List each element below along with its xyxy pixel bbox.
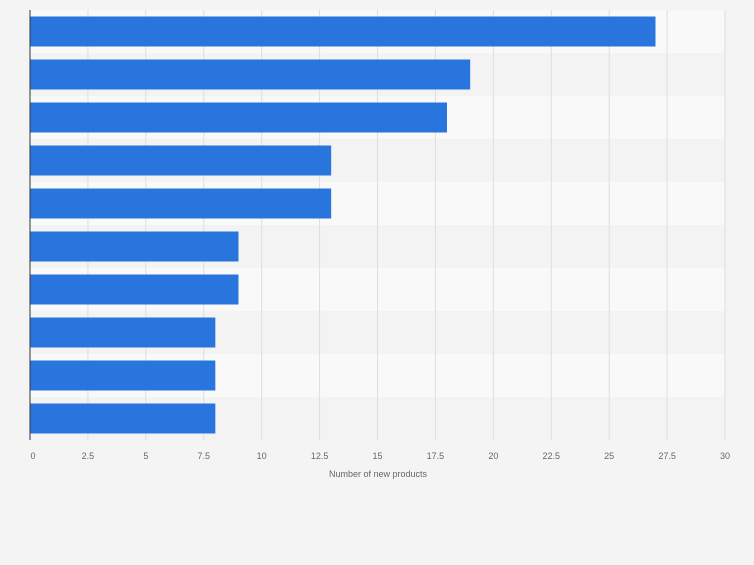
x-axis-ticks: 0 2.5 5 7.5 10 12.5 15 17.5 20 22.5 25 27.5 30	[30, 451, 730, 461]
x-tick-label: 7.5	[197, 451, 210, 461]
x-tick-label: 15	[372, 451, 382, 461]
bar[interactable]	[30, 274, 239, 305]
bars	[30, 16, 656, 434]
bar[interactable]	[30, 16, 656, 47]
x-tick-label: 30	[720, 451, 730, 461]
x-tick-label: 27.5	[658, 451, 676, 461]
bar[interactable]	[30, 317, 216, 348]
x-tick-label: 5	[143, 451, 148, 461]
x-tick-label: 0	[30, 451, 35, 461]
x-tick-label: 10	[257, 451, 267, 461]
x-tick-label: 25	[604, 451, 614, 461]
x-tick-label: 12.5	[311, 451, 329, 461]
x-tick-label: 22.5	[542, 451, 560, 461]
bar[interactable]	[30, 231, 239, 262]
bar[interactable]	[30, 145, 332, 176]
x-tick-label: 20	[488, 451, 498, 461]
x-tick-label: 17.5	[427, 451, 445, 461]
x-axis-label: Number of new products	[329, 469, 428, 479]
bar[interactable]	[30, 59, 471, 90]
bar[interactable]	[30, 360, 216, 391]
x-tick-label: 2.5	[82, 451, 95, 461]
bar[interactable]	[30, 188, 332, 219]
bar[interactable]	[30, 102, 447, 133]
bar[interactable]	[30, 403, 216, 434]
